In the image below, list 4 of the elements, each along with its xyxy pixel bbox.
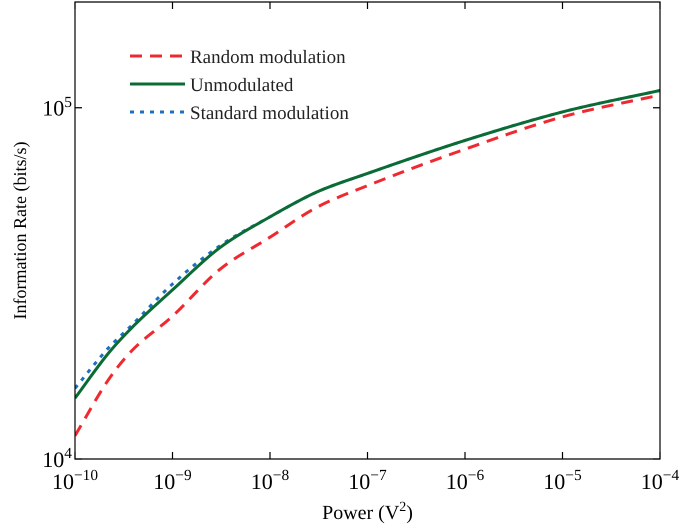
legend-label: Unmodulated	[190, 75, 294, 96]
legend-label: Random modulation	[190, 47, 346, 68]
legend-label: Standard modulation	[190, 103, 350, 124]
y-axis-title: Information Rate (bits/s)	[10, 142, 30, 320]
